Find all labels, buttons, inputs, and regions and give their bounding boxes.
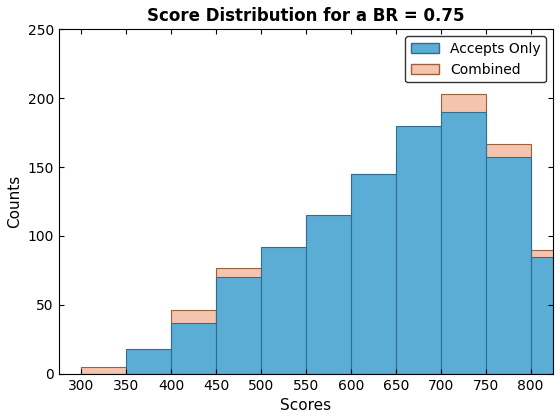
- FancyBboxPatch shape: [216, 277, 261, 374]
- FancyBboxPatch shape: [81, 367, 126, 374]
- FancyBboxPatch shape: [351, 174, 396, 374]
- FancyBboxPatch shape: [216, 268, 261, 374]
- FancyBboxPatch shape: [530, 257, 560, 374]
- FancyBboxPatch shape: [171, 323, 216, 374]
- FancyBboxPatch shape: [126, 349, 171, 374]
- FancyBboxPatch shape: [306, 215, 351, 374]
- FancyBboxPatch shape: [486, 158, 530, 374]
- FancyBboxPatch shape: [396, 158, 441, 374]
- FancyBboxPatch shape: [261, 277, 306, 374]
- FancyBboxPatch shape: [306, 217, 351, 374]
- Legend: Accepts Only, Combined: Accepts Only, Combined: [405, 36, 546, 82]
- FancyBboxPatch shape: [486, 144, 530, 374]
- Title: Score Distribution for a BR = 0.75: Score Distribution for a BR = 0.75: [147, 7, 465, 25]
- Y-axis label: Counts: Counts: [7, 175, 22, 228]
- FancyBboxPatch shape: [171, 310, 216, 374]
- X-axis label: Scores: Scores: [281, 398, 332, 413]
- FancyBboxPatch shape: [441, 112, 486, 374]
- FancyBboxPatch shape: [530, 249, 560, 374]
- FancyBboxPatch shape: [351, 174, 396, 374]
- FancyBboxPatch shape: [396, 126, 441, 374]
- FancyBboxPatch shape: [261, 247, 306, 374]
- FancyBboxPatch shape: [441, 94, 486, 374]
